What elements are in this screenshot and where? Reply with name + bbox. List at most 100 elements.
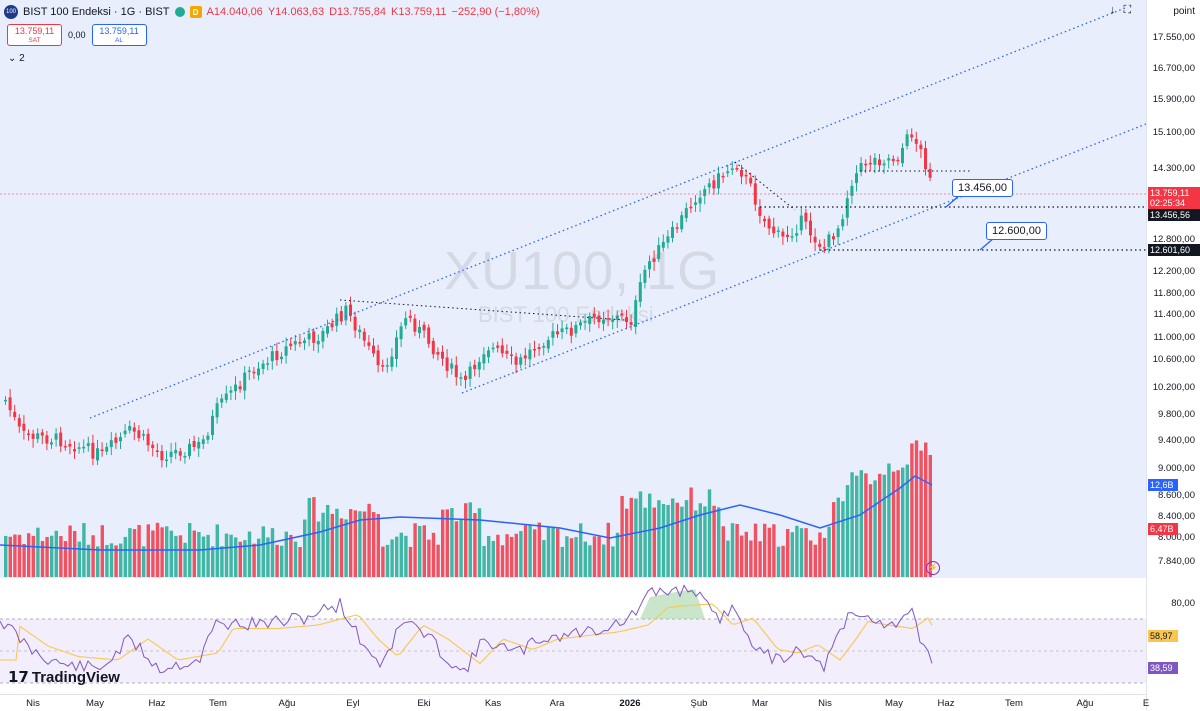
volume-bar bbox=[873, 480, 877, 577]
volume-bar bbox=[887, 463, 891, 577]
candle-body bbox=[583, 321, 587, 323]
volume-bar bbox=[836, 497, 840, 577]
price-tick: 14.300,00 bbox=[1152, 163, 1195, 174]
volume-bar bbox=[845, 485, 850, 577]
price-callout-upper[interactable]: 13.456,00 bbox=[952, 179, 1013, 197]
ohlc-low: D13.755,84 bbox=[329, 6, 386, 18]
volume-bar bbox=[418, 525, 422, 577]
candle-body bbox=[40, 432, 44, 436]
candle-body bbox=[31, 433, 35, 439]
candle-body bbox=[832, 236, 835, 240]
rsi-pane[interactable] bbox=[0, 579, 1146, 694]
candle-body bbox=[261, 363, 265, 369]
axis-unit-label[interactable]: point bbox=[1173, 6, 1195, 17]
ohlc-high: Y14.063,63 bbox=[267, 6, 325, 18]
volume-bar bbox=[827, 526, 831, 577]
horizontal-line-tag-lower: 12.601,60 bbox=[1148, 244, 1200, 256]
time-axis[interactable]: Nis May Haz Tem Ağu Eyl Eki Kas Ara 2026 Şub Mar Nis… bbox=[0, 694, 1149, 711]
tradingview-logo[interactable]: 𝟭𝟳 TradingView bbox=[8, 668, 120, 687]
candle-body bbox=[634, 300, 638, 327]
candle-body bbox=[602, 319, 605, 324]
fullscreen-icon[interactable]: ⛶ bbox=[1123, 4, 1132, 16]
candle-body bbox=[183, 456, 187, 458]
volume-bar bbox=[786, 528, 790, 577]
volume-bar bbox=[606, 522, 610, 577]
scroll-down-icon[interactable]: ↓ bbox=[1110, 4, 1116, 16]
candle-body bbox=[772, 226, 776, 234]
price-chart-canvas[interactable] bbox=[0, 0, 1146, 578]
candle-body bbox=[404, 318, 408, 326]
volume-bar bbox=[749, 540, 753, 577]
main-chart-pane[interactable]: XU100, 1G BIST 100 Endeksi 13.456,00 12.… bbox=[0, 0, 1146, 578]
volume-bar bbox=[86, 544, 91, 577]
candle-body bbox=[684, 208, 688, 219]
candle-body bbox=[855, 173, 858, 184]
volume-bar bbox=[353, 510, 357, 577]
price-tick: 16.700,00 bbox=[1152, 63, 1195, 74]
volume-bar bbox=[464, 503, 468, 577]
volume-bar bbox=[404, 535, 408, 577]
volume-bar bbox=[891, 471, 896, 577]
candle-body bbox=[234, 384, 237, 392]
candle-body bbox=[712, 180, 716, 189]
candle-body bbox=[675, 227, 679, 229]
symbol-title[interactable]: BIST 100 Endeksi · 1G · BIST bbox=[23, 6, 170, 18]
sell-label: SAT bbox=[28, 37, 41, 44]
delayed-data-badge[interactable]: D bbox=[189, 6, 202, 18]
volume-bar bbox=[878, 473, 882, 577]
volume-ma-line bbox=[0, 475, 933, 551]
volume-bar bbox=[192, 530, 196, 577]
buy-button[interactable]: 13.759,11 AL bbox=[91, 24, 147, 46]
volume-bar bbox=[832, 502, 836, 577]
candle-body bbox=[353, 316, 357, 331]
price-callout-lower[interactable]: 12.600,00 bbox=[986, 222, 1047, 240]
candle-body bbox=[914, 139, 918, 144]
volume-bar bbox=[284, 531, 288, 577]
volume-bar bbox=[799, 528, 804, 577]
volume-bar bbox=[643, 507, 647, 577]
volume-bar bbox=[174, 535, 178, 577]
time-tick: 2026 bbox=[619, 698, 641, 709]
volume-bar bbox=[123, 536, 127, 577]
price-tick: 17.550,00 bbox=[1152, 32, 1195, 43]
time-tick: Nis bbox=[818, 698, 832, 709]
time-tick: Haz bbox=[937, 698, 955, 709]
market-status-icon[interactable] bbox=[174, 7, 185, 17]
volume-bar bbox=[441, 509, 445, 577]
volume-bar bbox=[855, 475, 859, 577]
volume-bar bbox=[197, 532, 201, 577]
candle-body bbox=[891, 158, 895, 162]
sell-button[interactable]: 13.759,11 SAT bbox=[7, 24, 62, 46]
price-axis[interactable]: point 17.550,00 16.700,00 15.900,00 15.100,… bbox=[1146, 0, 1200, 710]
volume-bar bbox=[813, 544, 817, 577]
candle-body bbox=[165, 459, 168, 462]
candle-body bbox=[441, 351, 444, 359]
volume-bar bbox=[243, 540, 247, 577]
volume-bar bbox=[82, 523, 86, 577]
current-price: 13.759,11 bbox=[1150, 188, 1190, 198]
candle-body bbox=[349, 304, 352, 316]
candle-body bbox=[868, 162, 872, 165]
price-tick: 15.900,00 bbox=[1152, 94, 1195, 105]
callout-pointer-upper bbox=[945, 194, 961, 208]
lightning-icon[interactable]: ⚡ bbox=[926, 561, 940, 575]
candle-body bbox=[160, 450, 164, 461]
indicators-toggle[interactable]: ⌄ 2 bbox=[8, 53, 25, 64]
rsi-chart-canvas[interactable] bbox=[0, 579, 1146, 694]
candle-body bbox=[836, 228, 840, 237]
candle-body bbox=[753, 183, 757, 205]
candle-body bbox=[155, 450, 159, 452]
candle-body bbox=[878, 159, 881, 166]
candle-body bbox=[809, 220, 812, 236]
candle-body bbox=[698, 197, 702, 204]
volume-bar bbox=[247, 531, 252, 577]
volume-bar bbox=[178, 535, 183, 577]
rsi-value-tag: 38,59 bbox=[1148, 662, 1178, 674]
candle-body bbox=[786, 234, 789, 237]
candle-body bbox=[905, 134, 909, 147]
candle-body bbox=[151, 444, 155, 449]
volume-bar bbox=[914, 440, 919, 577]
candle-body bbox=[201, 439, 205, 444]
volume-bar bbox=[68, 525, 72, 577]
candle-body bbox=[17, 418, 21, 427]
